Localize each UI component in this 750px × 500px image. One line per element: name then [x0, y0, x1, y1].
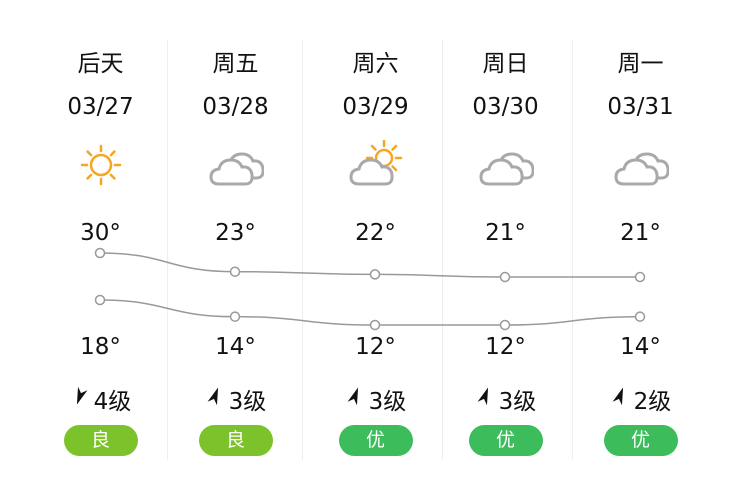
forecast-day[interactable]: 后天 03/27 30° 18° 4级 良	[33, 0, 168, 500]
column-divider	[442, 40, 443, 460]
forecast-day[interactable]: 周一 03/31 21° 14° 2级 优	[573, 0, 708, 500]
wind-level: 3级	[228, 389, 267, 415]
low-temp-point	[229, 311, 241, 322]
aqi-badge: 优	[468, 425, 543, 456]
low-temp: 12°	[485, 334, 526, 360]
low-temp: 18°	[80, 334, 121, 360]
forecast-day[interactable]: 周五 03/28 23° 14° 3级 良	[168, 0, 303, 500]
wind: 3级	[168, 382, 303, 416]
date-label: 03/27	[67, 94, 134, 120]
day-label: 后天	[77, 51, 124, 77]
cloudy-icon	[478, 140, 535, 190]
forecast-day[interactable]: 周六 03/29 22° 12° 3级 优	[308, 0, 443, 500]
low-temp-point	[369, 319, 381, 331]
wind-level: 3级	[368, 389, 407, 415]
low-temp-line	[99, 299, 641, 326]
aqi-badge: 优	[603, 425, 678, 456]
day-label: 周日	[482, 51, 529, 77]
column-divider	[302, 40, 303, 460]
high-temp-point	[229, 266, 241, 277]
high-temp-point	[94, 247, 106, 259]
wind-direction-icon	[345, 386, 365, 412]
low-temp: 14°	[620, 334, 661, 360]
high-temp-point	[634, 271, 646, 283]
low-temp-point	[634, 311, 646, 322]
day-label: 周一	[617, 51, 664, 77]
high-temp-point	[499, 271, 511, 283]
column-divider	[167, 40, 168, 460]
wind-level: 2级	[633, 389, 672, 415]
low-temp-point	[94, 294, 106, 306]
day-label: 周五	[212, 51, 259, 77]
low-temp: 12°	[355, 334, 396, 360]
wind-direction-icon	[205, 386, 225, 412]
wind-direction-icon	[70, 386, 90, 412]
high-temp: 21°	[620, 220, 661, 246]
low-temp: 14°	[215, 334, 256, 360]
date-label: 03/31	[607, 94, 674, 120]
date-label: 03/30	[472, 94, 539, 120]
column-divider	[572, 40, 573, 460]
low-temp-point	[499, 319, 511, 331]
aqi-badge: 良	[63, 425, 138, 456]
forecast-day[interactable]: 周日 03/30 21° 12° 3级 优	[438, 0, 573, 500]
date-label: 03/29	[342, 94, 409, 120]
high-temp: 22°	[355, 220, 396, 246]
wind-level: 3级	[498, 389, 537, 415]
wind: 3级	[308, 382, 443, 416]
sun-icon	[73, 140, 129, 190]
high-temp: 21°	[485, 220, 526, 246]
day-label: 周六	[352, 51, 399, 77]
aqi-badge: 优	[338, 425, 413, 456]
high-temp-point	[369, 269, 381, 280]
aqi-badge: 良	[198, 425, 273, 456]
high-temp: 30°	[80, 220, 121, 246]
wind-level: 4级	[93, 389, 132, 415]
wind: 3级	[438, 382, 573, 416]
cloudy-icon	[613, 140, 670, 190]
wind: 2级	[573, 382, 708, 416]
date-label: 03/28	[202, 94, 269, 120]
wind-direction-icon	[610, 386, 630, 412]
wind: 4级	[33, 382, 168, 416]
wind-direction-icon	[475, 386, 495, 412]
cloudy-icon	[208, 140, 265, 190]
partly-cloudy-icon	[348, 139, 404, 190]
high-temp: 23°	[215, 220, 256, 246]
